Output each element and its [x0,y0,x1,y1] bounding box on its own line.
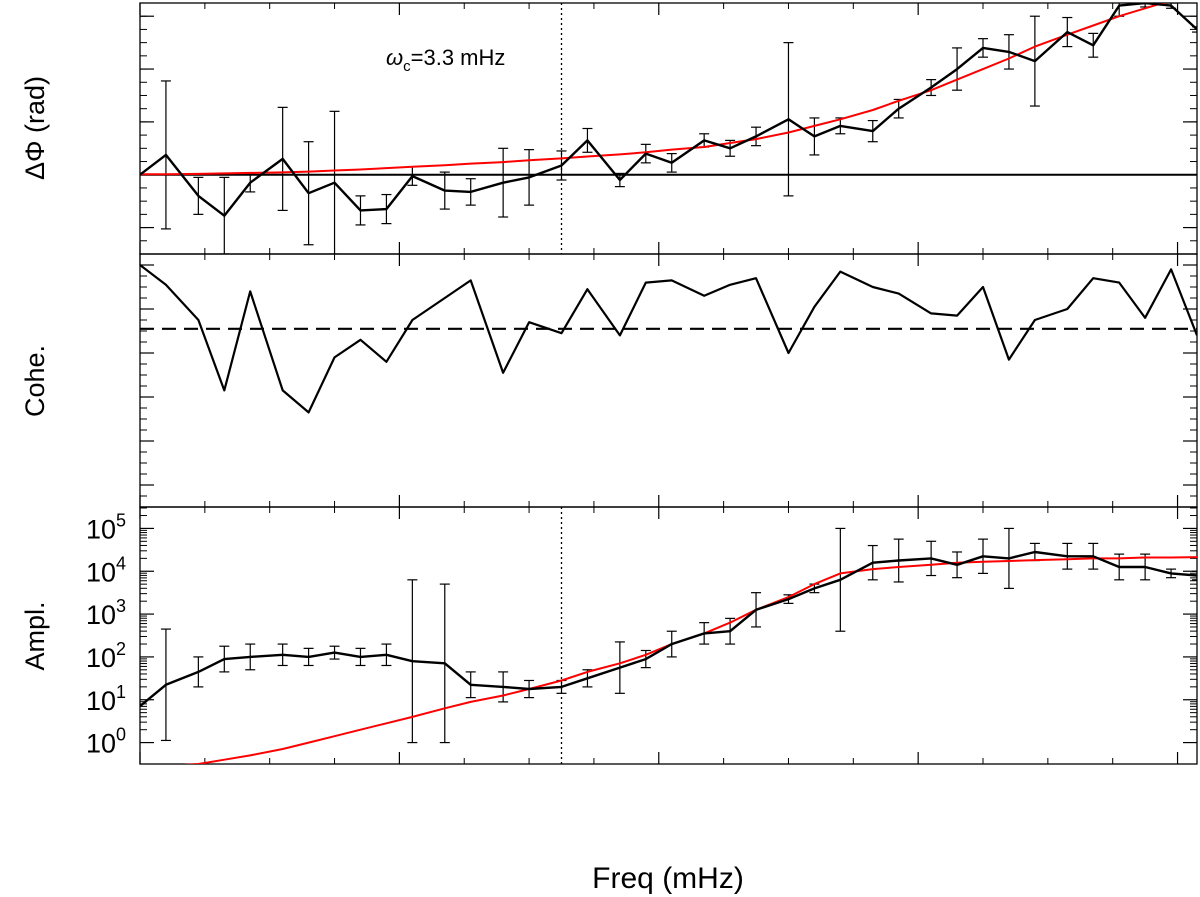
phase-panel-frame [139,2,1198,255]
amplitude-fit-line [182,556,1197,764]
amplitude-panel-frame [139,506,1198,765]
amplitude-data-line [140,550,1197,708]
coherence-panel-frame [139,253,1198,508]
amplitude-y-tick-label: 101 [86,682,126,716]
amplitude-y-tick-label: 100 [86,725,126,759]
phase-data-line [140,3,1197,217]
phase-y-axis-title: ΔΦ (rad) [20,76,50,180]
cutoff-label: ωc=3.3 mHz [386,45,505,75]
coherence-y-axis-title: Cohe. [20,345,50,417]
amplitude-error-bar [1192,570,1197,581]
amplitude-y-tick-label: 102 [86,639,126,673]
coherence-data-line [140,264,1197,414]
amplitude-y-tick-label: 103 [86,596,126,630]
x-axis-title: Freq (mHz) [592,862,744,895]
phase-fit-line [140,3,1166,176]
amplitude-y-axis-title: Ampl. [20,601,50,670]
plot-layer: 100 101 102 103 104 105 [86,2,1197,764]
amplitude-y-tick-label: 104 [86,553,126,587]
amplitude-y-tick-label: 105 [86,510,126,544]
